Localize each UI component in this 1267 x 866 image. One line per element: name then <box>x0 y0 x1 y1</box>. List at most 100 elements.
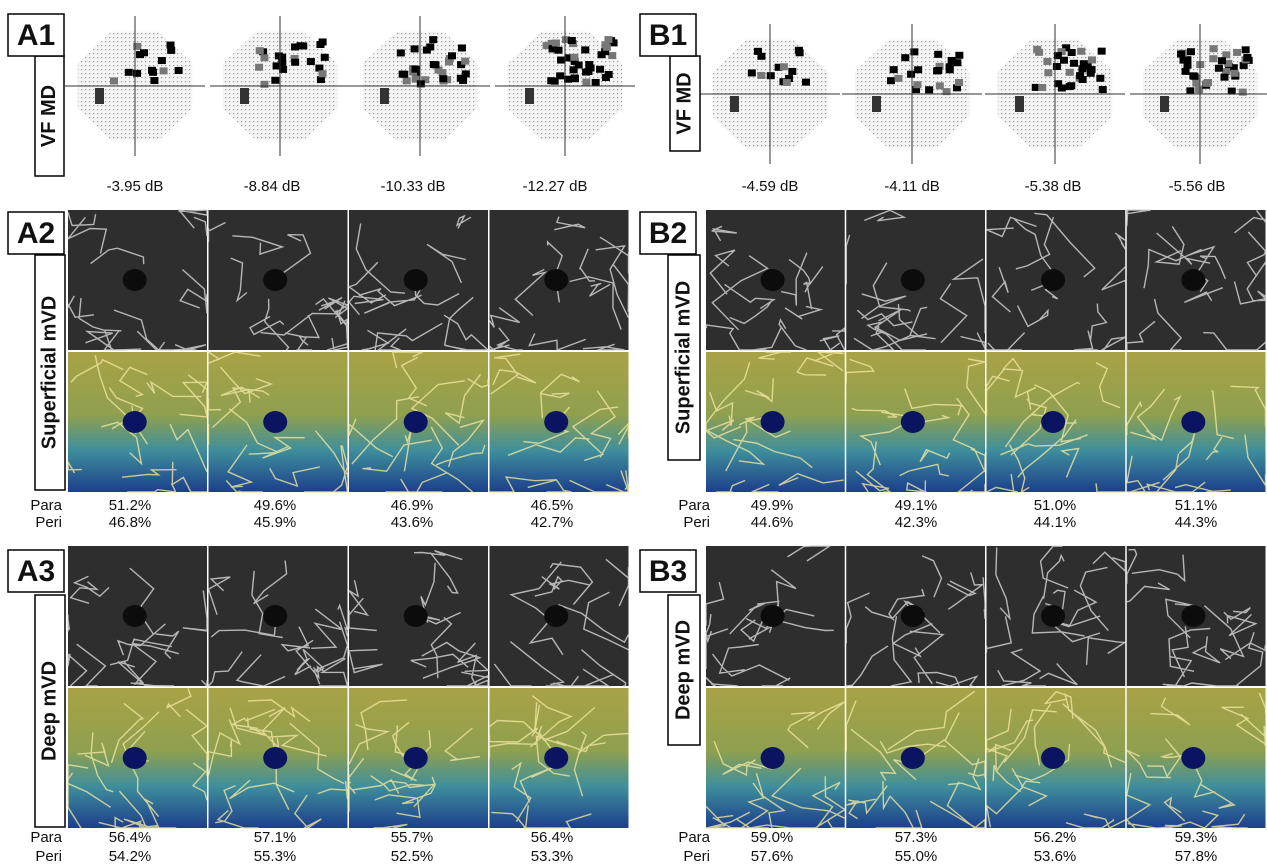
oct-image <box>209 546 348 686</box>
row-label: VF MD <box>38 85 60 147</box>
defect-block <box>757 53 765 60</box>
defect-block <box>1066 69 1074 76</box>
visual-field-plot <box>1130 24 1267 164</box>
defect-block <box>1053 63 1061 70</box>
md-value: -3.95 dB <box>107 178 164 195</box>
md-value: -4.59 dB <box>742 178 799 195</box>
metric-value: 42.7% <box>531 514 574 531</box>
defect-block <box>1177 51 1185 58</box>
metric-value: 46.8% <box>109 514 152 531</box>
defect-block <box>432 61 440 68</box>
foveal-zone <box>123 411 147 433</box>
defect-block <box>110 77 118 84</box>
oct-image <box>706 352 845 492</box>
metric-name: Para <box>678 829 710 846</box>
defect-block <box>400 71 408 78</box>
foveal-zone <box>544 411 568 433</box>
defect-block <box>901 54 909 61</box>
foveal-zone <box>544 269 568 291</box>
defect-block <box>582 79 590 86</box>
metric-value: 51.0% <box>1034 497 1077 514</box>
visual-field-plot <box>985 24 1125 164</box>
defect-block <box>554 47 562 54</box>
defect-block <box>1192 80 1200 87</box>
defect-block <box>1203 80 1211 87</box>
defect-block <box>795 47 803 54</box>
defect-block <box>448 52 456 59</box>
defect-block <box>95 88 104 104</box>
defect-block <box>461 58 469 65</box>
defect-block <box>1243 54 1251 61</box>
defect-block <box>256 47 264 54</box>
defect-block <box>1233 49 1241 56</box>
metric-value: 53.3% <box>531 848 574 865</box>
foveal-zone <box>1041 747 1065 769</box>
metric-value: 51.1% <box>1175 497 1218 514</box>
defect-block <box>150 77 158 84</box>
defect-block <box>158 57 166 64</box>
defect-block <box>788 68 796 75</box>
defect-block <box>547 77 555 84</box>
foveal-zone <box>901 411 925 433</box>
foveal-zone <box>901 605 925 627</box>
defect-block <box>1015 96 1024 112</box>
panel-tag: A3 <box>17 555 55 588</box>
defect-block <box>887 77 895 84</box>
oct-image <box>846 210 985 350</box>
defect-block <box>397 49 405 56</box>
defect-block <box>946 63 954 70</box>
defect-block <box>1242 46 1250 53</box>
defect-block <box>1195 86 1203 93</box>
oct-image <box>706 546 845 686</box>
defect-block <box>297 42 305 49</box>
metric-value: 56.2% <box>1034 829 1077 846</box>
defect-block <box>608 52 616 59</box>
defect-block <box>602 74 610 81</box>
defect-block <box>1183 62 1191 69</box>
metric-value: 46.9% <box>391 497 434 514</box>
metric-value: 55.3% <box>254 848 297 865</box>
row-label: VF MD <box>673 72 695 134</box>
foveal-zone <box>404 411 428 433</box>
oct-image <box>68 688 207 828</box>
defect-block <box>1066 83 1074 90</box>
defect-block <box>748 69 756 76</box>
defect-block <box>592 79 600 86</box>
metric-name: Para <box>678 497 710 514</box>
defect-block <box>1231 70 1239 77</box>
defect-block <box>1187 48 1195 55</box>
oct-image <box>1127 352 1266 492</box>
metric-value: 49.9% <box>751 497 794 514</box>
metric-name: Peri <box>35 848 62 865</box>
oct-image <box>349 546 488 686</box>
foveal-zone <box>123 605 147 627</box>
defect-block <box>783 79 791 86</box>
defect-block <box>604 36 612 43</box>
oct-image <box>209 352 348 492</box>
defect-block <box>439 69 447 76</box>
panel-tag: A1 <box>17 19 55 52</box>
defect-block <box>321 54 329 61</box>
defect-block <box>525 88 534 104</box>
oct-image <box>1127 210 1266 350</box>
defect-block <box>914 66 922 73</box>
oct-image <box>987 546 1126 686</box>
foveal-zone <box>761 605 785 627</box>
panel-tag: A2 <box>17 217 55 250</box>
oct-image <box>490 688 629 828</box>
metric-value: 59.0% <box>751 829 794 846</box>
defect-block <box>403 77 411 84</box>
defect-block <box>426 43 434 50</box>
defect-block <box>1098 48 1106 55</box>
metric-value: 49.1% <box>895 497 938 514</box>
defect-block <box>316 41 324 48</box>
metric-value: 55.7% <box>391 829 434 846</box>
foveal-zone <box>1181 747 1205 769</box>
oct-image <box>349 352 488 492</box>
metric-name: Para <box>30 829 62 846</box>
defect-block <box>596 66 604 73</box>
oct-image <box>846 352 985 492</box>
metric-value: 57.1% <box>254 829 297 846</box>
defect-block <box>1088 56 1096 63</box>
defect-block <box>890 66 898 73</box>
